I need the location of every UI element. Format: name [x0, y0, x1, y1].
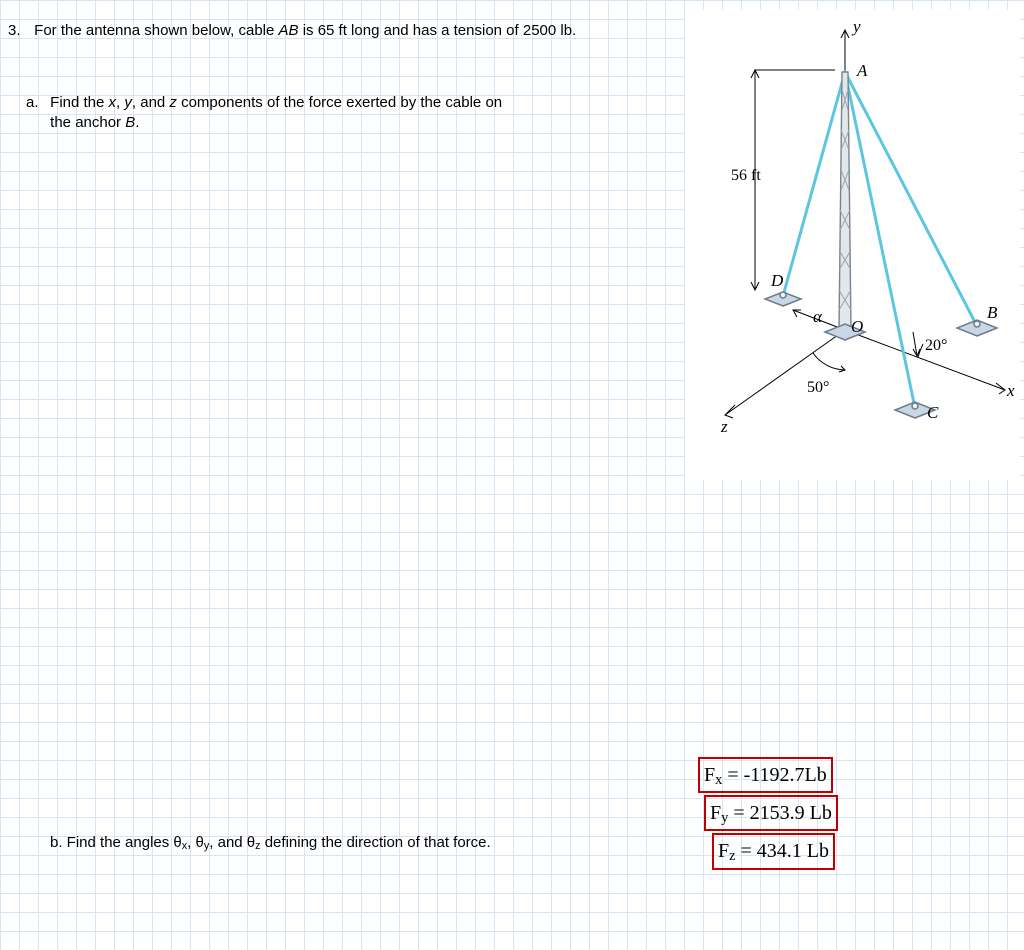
answer-fx: Fx = -1192.7Lb: [698, 757, 833, 793]
axis-y-label: y: [851, 17, 861, 36]
page-content: 3. For the antenna shown below, cable AB…: [0, 0, 1024, 950]
dim-56ft: 56 ft: [731, 167, 761, 184]
angle-20: 20°: [925, 337, 947, 354]
origin-label: O: [851, 317, 863, 336]
part-b: b. Find the angles θx, θy, and θz defini…: [50, 834, 610, 852]
antenna-figure: y x z A B C D O α 56 ft 50° 20°: [685, 10, 1020, 480]
part-a-text: Find the x, y, and z components of the f…: [50, 93, 650, 134]
alpha-label: α: [813, 307, 823, 326]
question-text: For the antenna shown below, cable AB is…: [34, 22, 576, 39]
answer-fy: Fy = 2153.9 Lb: [704, 795, 838, 831]
point-A-label: A: [856, 61, 868, 80]
part-b-text: b. Find the angles θx, θy, and θz defini…: [50, 834, 491, 851]
point-C-label: C: [927, 403, 939, 422]
part-a: a. Find the x, y, and z components of th…: [26, 93, 666, 134]
question-number: 3.: [8, 22, 30, 39]
axis-z-label: z: [720, 417, 728, 436]
part-a-label: a.: [26, 93, 46, 113]
point-B-label: B: [987, 303, 998, 322]
angle-50: 50°: [807, 379, 829, 396]
answer-fz: Fz = 434.1 Lb: [712, 833, 835, 869]
handwritten-answers: Fx = -1192.7Lb Fy = 2153.9 Lb Fz = 434.1…: [698, 757, 838, 872]
point-D-label: D: [770, 271, 784, 290]
axis-x-label: x: [1006, 381, 1015, 400]
